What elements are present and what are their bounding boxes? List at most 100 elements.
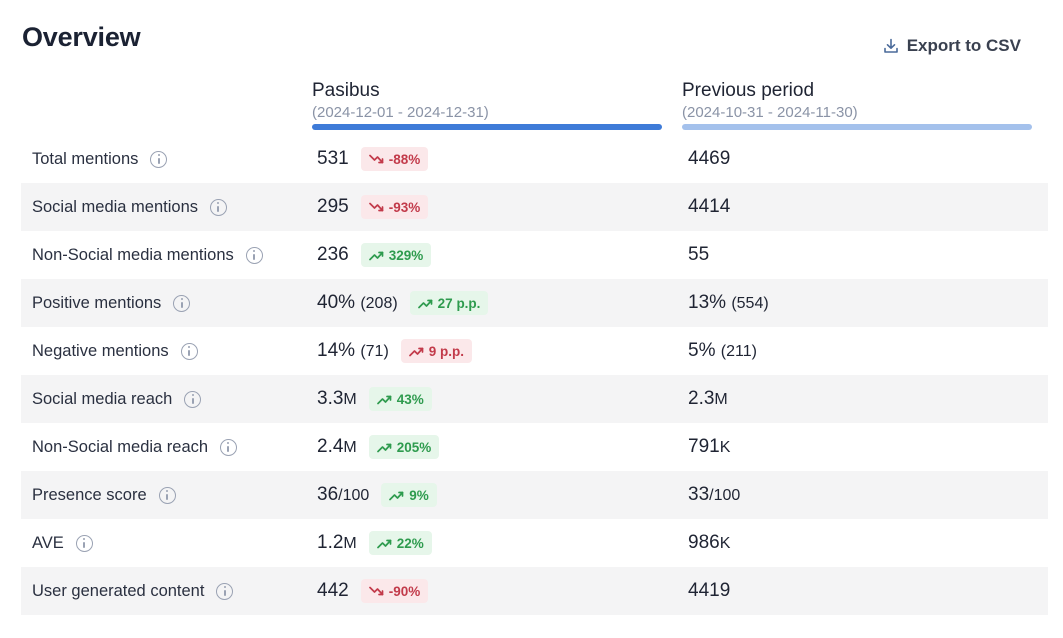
change-badge: 27 p.p. <box>409 291 489 315</box>
value-suffix: /100 <box>709 487 741 504</box>
previous-value: 791K <box>688 436 730 458</box>
metric-label-cell: User generated content <box>32 567 234 615</box>
value-main: 4469 <box>688 148 731 169</box>
value-main: 36 <box>317 484 339 505</box>
table-row: User generated content 442 -90% 4419 <box>21 567 1048 615</box>
table-row: Non-Social media mentions 236 329% 55 <box>21 231 1048 279</box>
current-period-bar <box>312 124 662 130</box>
download-icon <box>883 38 898 53</box>
value-main: 986 <box>688 532 720 553</box>
current-value: 295 <box>317 196 349 218</box>
change-value: 27 p.p. <box>437 295 481 311</box>
metric-label: Presence score <box>32 485 147 504</box>
change-badge: 9% <box>381 483 437 507</box>
current-value-cell: 236 329% <box>317 231 432 279</box>
current-value-cell: 40% (208) 27 p.p. <box>317 279 489 327</box>
metric-label: Social media reach <box>32 389 173 408</box>
previous-value-cell: 986K <box>688 519 730 567</box>
export-csv-button[interactable]: Export to CSV <box>883 36 1021 56</box>
info-icon[interactable] <box>216 582 234 600</box>
previous-value: 13% (554) <box>688 292 769 314</box>
value-main: 4419 <box>688 580 731 601</box>
value-suffix: K <box>719 439 731 456</box>
metric-label: Social media mentions <box>32 197 198 216</box>
value-main: 14% <box>317 340 356 361</box>
table-row: Presence score 36/100 9% 33/100 <box>21 471 1048 519</box>
change-badge: 22% <box>368 531 432 555</box>
column-header-previous: Previous period (2024-10-31 - 2024-11-30… <box>682 80 1032 130</box>
value-count: (554) <box>731 295 769 312</box>
value-count: (71) <box>360 343 389 360</box>
previous-value-cell: 2.3M <box>688 375 728 423</box>
info-icon[interactable] <box>220 438 238 456</box>
page-title: Overview <box>22 22 141 52</box>
info-icon[interactable] <box>245 246 263 264</box>
info-icon[interactable] <box>184 390 202 408</box>
trend-up-icon <box>376 394 392 405</box>
value-count: (208) <box>360 295 398 312</box>
table-row: Positive mentions 40% (208) 27 p.p. 13% (55… <box>21 279 1048 327</box>
change-badge: 329% <box>360 243 432 267</box>
trend-down-icon <box>368 202 384 213</box>
metric-label: AVE <box>32 533 64 552</box>
trend-down-icon <box>368 154 384 165</box>
trend-up-icon <box>376 538 392 549</box>
value-main: 531 <box>317 148 349 169</box>
value-main: 33 <box>688 484 710 505</box>
change-value: -90% <box>388 583 421 599</box>
change-value: 205% <box>396 439 432 455</box>
previous-value-cell: 13% (554) <box>688 279 769 327</box>
current-value-cell: 3.3M 43% <box>317 375 432 423</box>
previous-value: 4414 <box>688 196 730 218</box>
previous-value: 4419 <box>688 580 730 602</box>
info-icon[interactable] <box>158 486 176 504</box>
metric-label: Non-Social media reach <box>32 437 209 456</box>
column-header-current: Pasibus (2024-12-01 - 2024-12-31) <box>312 80 662 130</box>
value-count: (211) <box>720 343 757 360</box>
value-main: 236 <box>317 244 349 265</box>
metric-label-cell: Total mentions <box>32 135 168 183</box>
current-value: 1.2M <box>317 532 357 554</box>
info-icon[interactable] <box>75 534 93 552</box>
value-suffix: M <box>343 535 357 552</box>
metric-label-cell: Non-Social media mentions <box>32 231 263 279</box>
overview-table: Total mentions 531 -88% 4469 Social media me… <box>21 135 1048 615</box>
previous-value: 986K <box>688 532 730 554</box>
value-main: 1.2 <box>317 532 344 553</box>
value-main: 5% <box>688 340 716 361</box>
info-icon[interactable] <box>180 342 198 360</box>
value-suffix: /100 <box>338 487 370 504</box>
current-value-cell: 1.2M 22% <box>317 519 432 567</box>
metric-label: User generated content <box>32 581 205 600</box>
current-value-cell: 442 -90% <box>317 567 429 615</box>
value-suffix: M <box>714 391 728 408</box>
current-value: 2.4M <box>317 436 357 458</box>
change-value: 22% <box>396 535 424 551</box>
previous-value: 33/100 <box>688 484 740 506</box>
current-value-cell: 36/100 9% <box>317 471 437 519</box>
trend-up-icon <box>376 442 392 453</box>
value-main: 2.4 <box>317 436 344 457</box>
info-icon[interactable] <box>150 150 168 168</box>
current-value: 531 <box>317 148 349 170</box>
info-icon[interactable] <box>210 198 227 216</box>
metric-label-cell: Negative mentions <box>32 327 198 375</box>
change-value: 329% <box>388 247 424 263</box>
previous-value: 2.3M <box>688 388 728 410</box>
value-main: 4414 <box>688 196 731 217</box>
current-value: 40% (208) <box>317 292 398 314</box>
previous-value: 5% (211) <box>688 340 757 362</box>
current-value-cell: 14% (71) 9 p.p. <box>317 327 473 375</box>
current-value: 236 <box>317 244 349 266</box>
current-value: 442 <box>317 580 349 602</box>
metric-label-cell: Social media mentions <box>32 183 227 231</box>
info-icon[interactable] <box>173 294 191 312</box>
change-value: 9% <box>409 487 429 503</box>
trend-up-icon <box>368 250 384 261</box>
value-main: 40% <box>317 292 356 313</box>
table-row: Non-Social media reach 2.4M 205% 791K <box>21 423 1048 471</box>
change-value: -93% <box>388 199 421 215</box>
change-badge: 9 p.p. <box>400 339 473 363</box>
current-value-cell: 531 -88% <box>317 135 429 183</box>
previous-period-bar <box>682 124 1032 130</box>
